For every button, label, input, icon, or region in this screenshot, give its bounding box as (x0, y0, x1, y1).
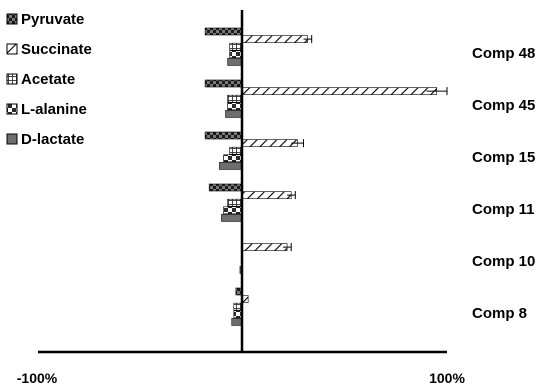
bar-comp-48-succinate (241, 35, 308, 43)
category-label-comp-48: Comp 48 (472, 45, 535, 62)
bar-comp-11-acetate (227, 198, 243, 207)
legend-label-pyruvate: Pyruvate (21, 11, 84, 28)
bar-comp-48-acetate (229, 42, 243, 51)
bar-comp-48-d-lactate (227, 58, 243, 66)
legend-swatch-l-alanine (6, 103, 18, 115)
legend-swatch-acetate (6, 73, 18, 85)
legend: Pyruvate Succinate Acetate L-alanine D-lacta… (6, 11, 92, 148)
legend-swatch-succinate (6, 43, 18, 55)
x-tick-label: 100% (429, 370, 465, 385)
legend-label-acetate: Acetate (21, 71, 75, 88)
bar-comp-11-succinate (241, 191, 292, 199)
legend-swatch-d-lactate (6, 133, 18, 145)
bar-comp-11-l-alanine (223, 206, 243, 215)
x-tick-label: -100% (17, 370, 58, 385)
bar-comp-8-d-lactate (231, 318, 243, 326)
bar-comp-48-l-alanine (229, 50, 243, 59)
bar-comp-45-succinate (241, 87, 438, 95)
legend-swatch-pyruvate (6, 13, 18, 25)
legend-label-succinate: Succinate (21, 41, 92, 58)
bar-comp-11-d-lactate (221, 214, 243, 222)
category-label-comp-45: Comp 45 (472, 97, 535, 114)
category-label-comp-11: Comp 11 (472, 201, 535, 218)
bar-comp-48-pyruvate (204, 27, 243, 36)
bar-comp-45-pyruvate (204, 79, 243, 88)
bar-comp-15-d-lactate (219, 162, 243, 170)
bar-comp-45-acetate (227, 94, 243, 103)
bar-comp-10-succinate (241, 243, 288, 251)
axes-layer (38, 10, 447, 354)
category-label-comp-8: Comp 8 (472, 305, 527, 322)
category-label-comp-15: Comp 15 (472, 149, 535, 166)
bar-comp-15-l-alanine (223, 154, 243, 163)
legend-label-l-alanine: L-alanine (21, 101, 87, 118)
legend-label-d-lactate: D-lactate (21, 131, 84, 148)
bar-comp-45-d-lactate (225, 110, 243, 118)
bar-comp-15-succinate (241, 139, 298, 147)
bar-comp-15-pyruvate (204, 131, 243, 140)
bar-comp-11-pyruvate (208, 183, 243, 192)
bar-comp-45-l-alanine (227, 102, 243, 111)
bar-comp-15-acetate (229, 146, 243, 155)
category-label-comp-10: Comp 10 (472, 253, 535, 270)
labels-layer: Comp 48 Comp 45 Comp 15 Comp 11 Comp 10 Comp … (17, 45, 536, 386)
